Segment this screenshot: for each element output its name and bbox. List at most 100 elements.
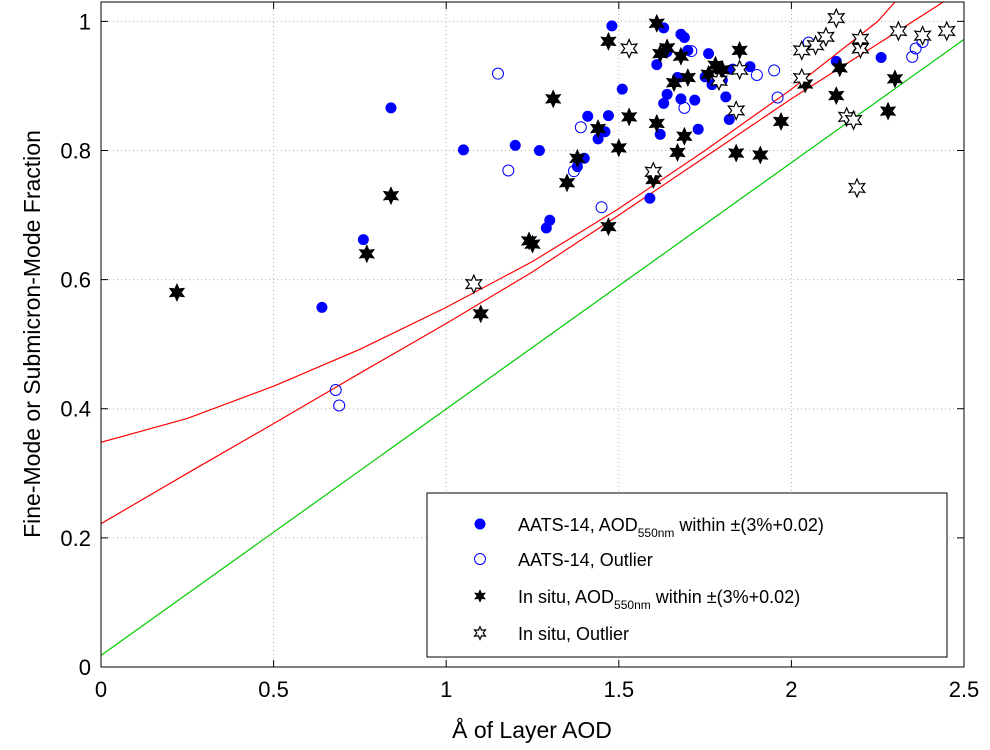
green-fit-line xyxy=(101,38,964,656)
aats-within-point xyxy=(703,48,715,60)
y-axis-label: Fine-Mode or Submicron-Mode Fraction xyxy=(19,130,45,538)
insitu-outlier-series xyxy=(464,7,956,295)
aats-within-point xyxy=(678,32,690,44)
insitu-within-point xyxy=(569,148,586,168)
insitu-within-point xyxy=(886,69,904,89)
aats-outlier-point xyxy=(750,68,763,81)
aats-within-point xyxy=(692,123,704,135)
x-tick-label: 2 xyxy=(785,677,797,702)
aats-outlier-point xyxy=(333,399,346,412)
aats-within-point xyxy=(651,59,663,71)
insitu-within-point xyxy=(168,282,186,303)
aats-within-point xyxy=(689,94,701,106)
insitu-outlier-point xyxy=(464,273,483,295)
insitu-within-point xyxy=(752,145,769,165)
aats-within-point xyxy=(616,83,628,95)
x-tick-label: 0 xyxy=(95,677,107,702)
aats-within-point xyxy=(720,91,732,103)
red-fit-curve-1 xyxy=(101,2,896,443)
grid-lines xyxy=(101,2,964,667)
insitu-within-point xyxy=(679,67,697,88)
x-tick-label: 2.5 xyxy=(949,677,980,702)
aats-within-point xyxy=(602,110,614,122)
insitu-outlier-point xyxy=(644,161,663,183)
insitu-within-point xyxy=(610,138,628,158)
aats-within-point xyxy=(544,214,556,226)
aats-outlier-point xyxy=(502,164,515,177)
aats-outlier-point xyxy=(567,165,580,178)
aats-outlier-point xyxy=(491,67,504,80)
insitu-outlier-point xyxy=(709,70,728,92)
x-tick-label: 1.5 xyxy=(604,677,635,702)
legend-marker-aats-within xyxy=(474,518,486,530)
insitu-within-point xyxy=(827,86,845,106)
y-tick-label: 0.6 xyxy=(60,268,91,293)
x-tick-label: 1 xyxy=(440,677,452,702)
insitu-within-point xyxy=(772,111,790,132)
insitu-outlier-point xyxy=(847,177,867,199)
aats-within-point xyxy=(606,20,618,32)
insitu-outlier-point xyxy=(889,20,908,42)
insitu-within-point xyxy=(358,244,376,264)
aats-within-point xyxy=(723,114,735,126)
insitu-within-point xyxy=(648,113,666,133)
aats-within-point xyxy=(658,97,670,109)
insitu-within-point xyxy=(648,13,666,33)
insitu-within-point xyxy=(620,107,638,127)
aats-within-point xyxy=(533,144,545,156)
insitu-within-point xyxy=(589,118,607,139)
insitu-outlier-point xyxy=(913,25,932,47)
aats-within-point xyxy=(875,52,887,64)
fit-curves xyxy=(101,2,964,656)
insitu-outlier-point xyxy=(730,59,749,81)
x-tick-label: 0.5 xyxy=(258,677,289,702)
insitu-outlier-point xyxy=(937,20,956,42)
aats-within-point xyxy=(661,88,673,100)
insitu-within-point xyxy=(524,234,541,254)
data-points xyxy=(168,7,956,412)
legend-label-aats-within: AATS-14, AOD550nm within ±(3%+0.02) xyxy=(518,515,824,540)
insitu-outlier-point xyxy=(827,7,846,29)
aats-outlier-point xyxy=(771,91,784,104)
insitu-outlier-point xyxy=(792,39,811,61)
legend-marker-insitu-outlier xyxy=(473,625,487,641)
aats-outlier-point xyxy=(685,45,698,58)
aats-within-point xyxy=(457,144,469,156)
insitu-within-point xyxy=(382,186,400,206)
aats-within-point xyxy=(316,301,328,313)
insitu-within-point xyxy=(665,73,683,93)
red-fit-curve-2 xyxy=(101,2,944,525)
legend-label-insitu-outlier: In situ, Outlier xyxy=(518,624,629,644)
insitu-within-point xyxy=(472,304,490,324)
insitu-within-point xyxy=(669,142,686,163)
insitu-outlier-point xyxy=(851,28,870,50)
insitu-outlier-point xyxy=(727,99,746,121)
aats-outlier-point xyxy=(595,201,608,214)
insitu-within-point xyxy=(672,46,690,66)
insitu-within-point xyxy=(600,31,617,51)
insitu-within-point xyxy=(831,58,849,78)
insitu-outlier-point xyxy=(844,109,863,131)
legend-label-insitu-within: In situ, AOD550nm within ±(3%+0.02) xyxy=(518,587,800,612)
y-tick-label: 0.8 xyxy=(60,138,91,163)
aats-within-point xyxy=(385,102,397,114)
aats-within-point xyxy=(744,61,756,73)
insitu-within-point xyxy=(544,89,562,109)
legend-marker-insitu-within xyxy=(474,589,486,603)
aats-outlier-point xyxy=(909,42,922,55)
legend-label-aats-outlier: AATS-14, Outlier xyxy=(518,550,653,570)
plot-frame xyxy=(100,1,965,668)
aats-within-point xyxy=(509,139,521,151)
insitu-within-point xyxy=(676,126,693,146)
insitu-outlier-point xyxy=(792,67,811,89)
aats-within-point xyxy=(644,192,656,204)
aats-within-point xyxy=(675,93,687,105)
aats-within-point xyxy=(654,128,666,140)
aats-outlier-point xyxy=(906,50,919,63)
aats-outlier-point xyxy=(678,101,691,114)
aats-outlier-point xyxy=(574,121,587,134)
insitu-within-point xyxy=(558,173,576,193)
legend-box xyxy=(426,492,948,658)
aats-outlier-point xyxy=(329,384,342,397)
